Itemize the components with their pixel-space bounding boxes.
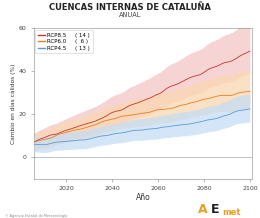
X-axis label: Año: Año xyxy=(136,193,150,202)
Text: © Agencia Estatal de Meteorología: © Agencia Estatal de Meteorología xyxy=(5,214,67,218)
Text: ANUAL: ANUAL xyxy=(119,12,141,18)
Y-axis label: Cambio en días cálidos (%): Cambio en días cálidos (%) xyxy=(10,63,16,144)
Legend: RCP8.5     ( 14 ), RCP6.0     (  6 ), RCP4.5     ( 13 ): RCP8.5 ( 14 ), RCP6.0 ( 6 ), RCP4.5 ( 13… xyxy=(35,30,93,53)
Text: CUENCAS INTERNAS DE CATALUÑA: CUENCAS INTERNAS DE CATALUÑA xyxy=(49,3,211,12)
Text: A: A xyxy=(198,203,207,216)
Text: E: E xyxy=(211,203,219,216)
Text: met: met xyxy=(222,208,241,217)
